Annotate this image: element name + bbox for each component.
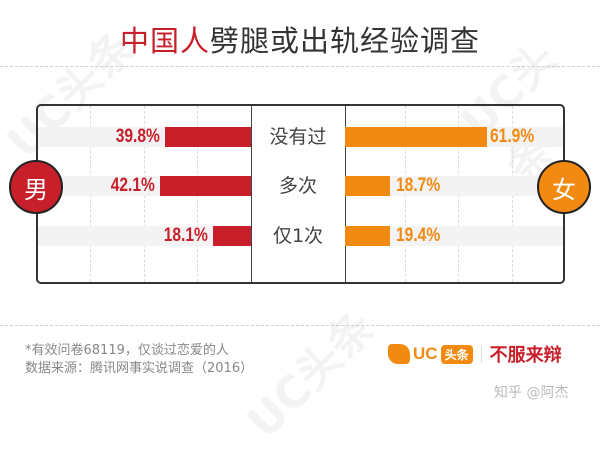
male-value-never: 39.8% [115, 126, 160, 147]
category-label: 仅1次 [272, 225, 324, 247]
male-bar-multiple [160, 176, 251, 196]
category-label: 没有过 [269, 126, 327, 148]
male-bar-once [213, 226, 251, 246]
brand-uc: UC [413, 344, 438, 363]
female-badge: 女 [537, 160, 591, 214]
survey-note: *有效问卷68119，仅谈过恋爱的人 [25, 343, 229, 358]
female-value-multiple: 18.7% [396, 175, 441, 196]
male-value-once: 18.1% [163, 225, 208, 246]
male-badge: 男 [9, 160, 63, 214]
brand-tag: 头条 [440, 344, 473, 364]
slogan: 不服来辩 [489, 345, 562, 366]
brand-bar: UC 头条 不服来辩 [388, 341, 562, 367]
female-value-once: 19.4% [396, 225, 441, 246]
divider [0, 325, 600, 326]
page-title: 中国人劈腿或出轨经验调查 [0, 18, 600, 60]
male-value-multiple: 42.1% [110, 175, 155, 196]
title-rest: 劈腿或出轨经验调查 [210, 24, 481, 58]
female-bar-multiple [345, 176, 390, 196]
squirrel-logo-icon [388, 344, 410, 364]
bar-track [345, 176, 563, 196]
title-highlight: 中国人 [119, 24, 210, 58]
divider [0, 66, 600, 67]
female-bar-never [345, 127, 487, 147]
bar-track [38, 226, 251, 246]
data-source: 数据来源：腾讯网事实说调查（2016） [25, 361, 254, 376]
bar-track [345, 226, 563, 246]
brand-separator [480, 345, 482, 363]
female-value-never: 61.9% [490, 126, 535, 147]
male-bar-never [165, 127, 251, 147]
female-bar-once [345, 226, 390, 246]
category-label: 多次 [278, 175, 317, 197]
author-credit: 知乎 @阿杰 [494, 385, 569, 401]
watermark: UC头条 [238, 301, 385, 449]
